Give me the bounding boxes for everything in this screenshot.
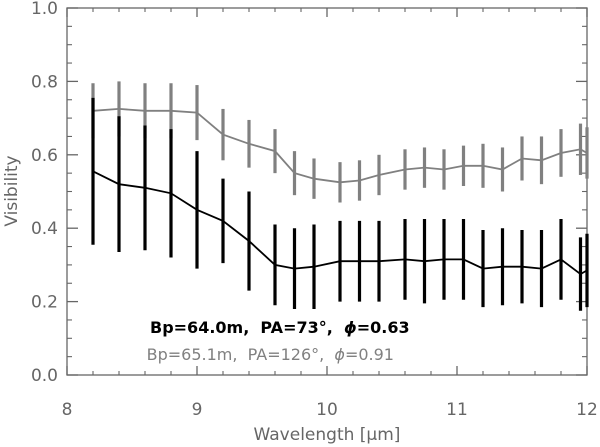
x-tick-label: 8 <box>62 400 73 420</box>
y-tick-label: 1.0 <box>31 0 58 19</box>
legend-entry-1-phi: ϕ <box>344 318 357 337</box>
y-axis-label: Visibility <box>2 155 22 226</box>
legend-entry-1-prefix: Bp=64.0m, PA=73°, <box>150 318 344 337</box>
y-tick-label: 0.6 <box>31 146 58 166</box>
x-tick-label: 11 <box>446 400 468 420</box>
legend-entry-2-prefix: Bp=65.1m, PA=126°, <box>147 345 335 364</box>
x-tick-label: 9 <box>192 400 203 420</box>
x-tick-label: 12 <box>576 400 598 420</box>
series-line <box>92 170 588 276</box>
series-2 <box>91 81 589 203</box>
series-line <box>92 107 588 184</box>
legend-entry-2-value: =0.91 <box>345 345 394 364</box>
legend-entry-2-phi: ϕ <box>334 345 345 364</box>
x-axis-label: Wavelength [μm] <box>254 425 401 445</box>
legend-entry-2: Bp=65.1m, PA=126°, ϕ=0.91 <box>111 345 419 364</box>
legend: Bp=64.0m, PA=73°, ϕ=0.63 Bp=65.1m, PA=12… <box>111 318 437 364</box>
x-tick-label: 10 <box>316 400 338 420</box>
series-1 <box>91 97 589 311</box>
y-tick-label: 0.0 <box>31 366 58 386</box>
tick-labels: 8 9 10 11 12 0.0 0.2 0.4 0.6 0.8 1.0 <box>31 0 598 420</box>
y-tick-label: 0.4 <box>31 219 58 239</box>
y-tick-label: 0.8 <box>31 72 58 92</box>
legend-entry-1: Bp=64.0m, PA=73°, ϕ=0.63 <box>111 318 437 337</box>
series-layer <box>91 81 589 311</box>
legend-entry-1-value: =0.63 <box>357 318 410 337</box>
y-tick-label: 0.2 <box>31 293 58 313</box>
